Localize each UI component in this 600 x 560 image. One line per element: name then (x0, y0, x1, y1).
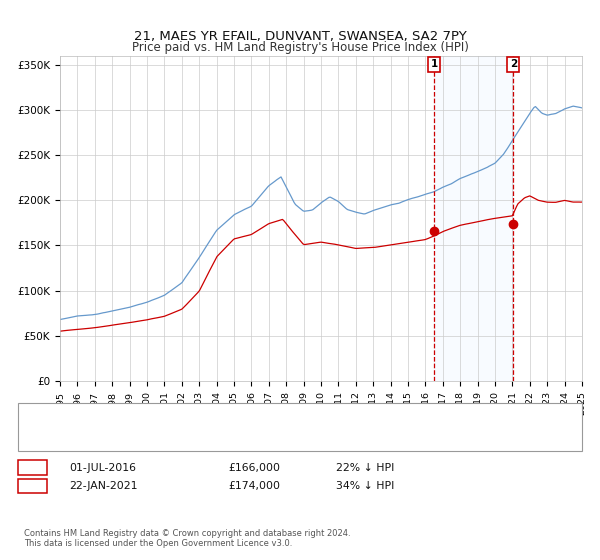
Text: 22-JAN-2021: 22-JAN-2021 (69, 481, 137, 491)
Text: Price paid vs. HM Land Registry's House Price Index (HPI): Price paid vs. HM Land Registry's House … (131, 41, 469, 54)
Text: 2: 2 (29, 481, 36, 491)
Text: 2: 2 (509, 59, 517, 69)
Text: 01-JUL-2016: 01-JUL-2016 (69, 463, 136, 473)
Text: ———: ——— (39, 429, 76, 442)
Text: 21, MAES YR EFAIL, DUNVANT, SWANSEA, SA2 7PY: 21, MAES YR EFAIL, DUNVANT, SWANSEA, SA2… (134, 30, 466, 43)
Text: Contains HM Land Registry data © Crown copyright and database right 2024.: Contains HM Land Registry data © Crown c… (24, 529, 350, 538)
Text: 21, MAES YR EFAIL, DUNVANT, SWANSEA, SA2 7PY (detached house): 21, MAES YR EFAIL, DUNVANT, SWANSEA, SA2… (87, 412, 429, 422)
Text: 22% ↓ HPI: 22% ↓ HPI (336, 463, 394, 473)
Text: 34% ↓ HPI: 34% ↓ HPI (336, 481, 394, 491)
Text: This data is licensed under the Open Government Licence v3.0.: This data is licensed under the Open Gov… (24, 539, 292, 548)
Text: £174,000: £174,000 (228, 481, 280, 491)
Text: 1: 1 (29, 463, 36, 473)
Text: ———: ——— (39, 410, 76, 424)
Text: HPI: Average price, detached house, Swansea: HPI: Average price, detached house, Swan… (87, 431, 316, 441)
Text: £166,000: £166,000 (228, 463, 280, 473)
Bar (434, 56, 513, 381)
Text: 1: 1 (430, 59, 438, 69)
